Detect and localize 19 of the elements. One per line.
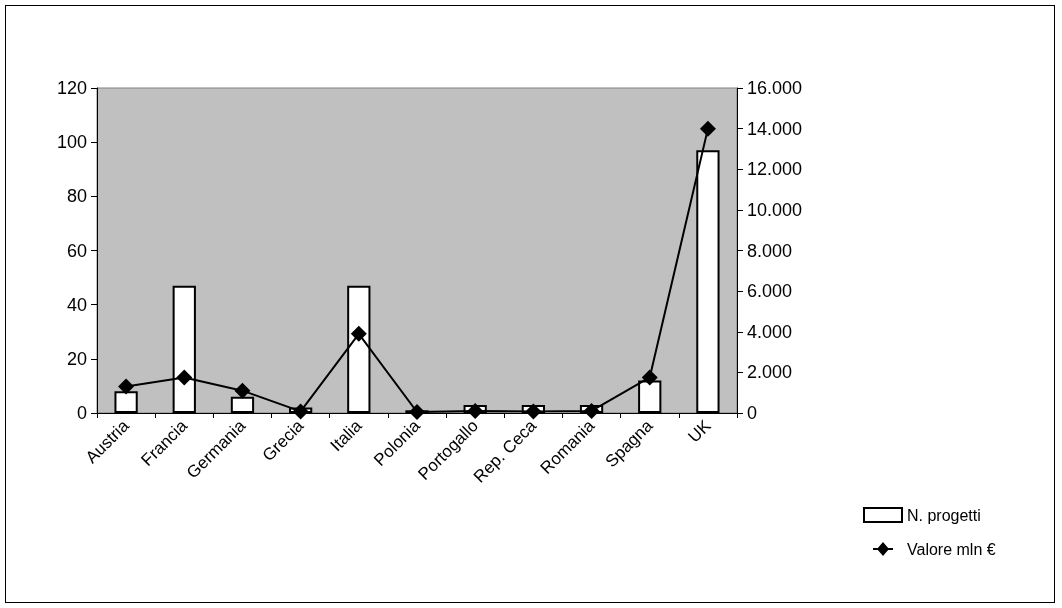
y-tick-label: 120 [56,78,87,98]
y-tick-label: 60 [66,240,87,261]
y2-tick-label: 6.000 [747,281,793,302]
y2-tick-label: 4.000 [747,321,793,342]
y-tick-label: 100 [56,132,87,153]
y2-tick-label: 10.000 [747,199,803,220]
x-tick-label: UK [684,415,716,447]
y-tick-label: 0 [76,403,87,423]
y2-tick-label: 8.000 [747,240,793,261]
legend-label: Valore mln € [907,540,996,558]
y2-tick-label: 14.000 [747,118,803,139]
y-tick-label: 80 [66,186,87,207]
y2-tick-label: 16.000 [747,78,803,98]
y2-tick-label: 0 [747,403,758,423]
y2-tick-label: 2.000 [747,362,793,383]
legend-label: N. progetti [907,506,981,524]
y-tick-label: 20 [66,348,87,369]
y2-tick-label: 12.000 [747,159,803,180]
y-tick-label: 40 [66,294,87,315]
